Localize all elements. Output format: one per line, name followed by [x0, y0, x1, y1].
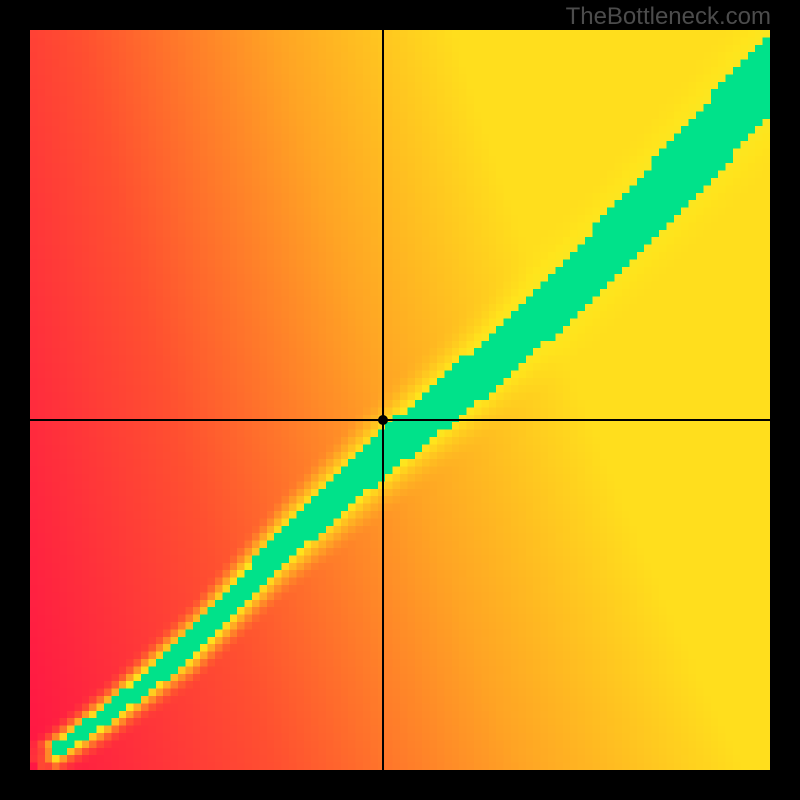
crosshair-vertical-line: [382, 30, 384, 770]
plot-frame: [30, 30, 770, 770]
watermark-text: TheBottleneck.com: [566, 3, 771, 31]
crosshair-horizontal-line: [30, 419, 770, 421]
bottleneck-heatmap: [30, 30, 770, 770]
crosshair-marker-dot: [378, 415, 388, 425]
